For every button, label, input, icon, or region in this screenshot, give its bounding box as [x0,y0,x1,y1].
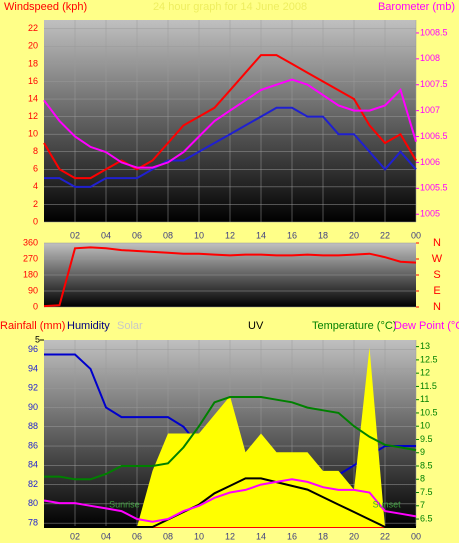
annotation: Sunset [373,499,402,509]
y-tick-label: 2 [33,199,38,209]
x-tick-label: 18 [318,531,328,541]
y2-tick-label: 9 [420,447,425,457]
y-tick-label: 12 [28,111,38,121]
y-axis-title: Windspeed (kph) [4,1,87,13]
legend-label: Solar [117,320,143,332]
y2-tick-label: 7.5 [420,487,433,497]
y-tick-label: 14 [28,93,38,103]
y-tick-label: 96 [28,344,38,354]
y2-tick-label: 10.5 [420,407,438,417]
x-tick-label: 08 [163,531,173,541]
x-tick-label: 06 [132,531,142,541]
annotation: Sunrise [109,499,140,509]
y-tick-label: 80 [28,498,38,508]
y2-axis-title: Barometer (mb) [378,1,455,13]
y-tick-label: 360 [23,237,38,247]
y2-tick-label: 12.5 [420,354,438,364]
y-tick-label: 180 [23,269,38,279]
y-tick-label: 10 [28,129,38,139]
y2-tick-label: 8 [420,474,425,484]
y-tick-label: 22 [28,23,38,33]
legend-label: Humidity [67,320,110,332]
y2-tick-label: 12 [420,368,430,378]
y-tick-label: 92 [28,383,38,393]
y2-tick-label: 1005 [420,209,440,219]
y2-tick-label: 6.5 [420,513,433,523]
y2-tick-label: 1007.5 [420,79,448,89]
y-tick-label: 90 [28,402,38,412]
x-tick-label: 12 [225,230,235,240]
series-line [43,246,417,308]
y-tick-label: 16 [28,76,38,86]
legend-label: Rainfall (mm) [0,320,65,332]
y2-tick-label: S [433,269,440,281]
y-tick-label: 6 [33,164,38,174]
y-tick-label: 270 [23,253,38,263]
y2-tick-label: 11 [420,394,429,404]
x-tick-label: 14 [256,531,266,541]
y2-tick-label: N [433,301,441,313]
y-tick-label: 0 [33,301,38,311]
y2-tick-label: 1007 [420,105,440,115]
x-tick-label: 22 [380,531,390,541]
y2-tick-label: 1006 [420,157,440,167]
x-tick-label: 04 [101,230,111,240]
x-tick-label: 02 [70,230,80,240]
y2-tick-label: 9.5 [420,434,433,444]
x-tick-label: 18 [318,230,328,240]
y2-tick-label: 13 [420,341,430,351]
y-tick-label: 94 [28,363,38,373]
x-tick-label: 20 [349,230,359,240]
series-line [44,396,417,481]
series-line [44,106,417,188]
x-tick-label: 00 [411,230,421,240]
x-tick-label: 16 [287,230,297,240]
y-tick-label: 90 [28,285,38,295]
x-tick-label: 00 [411,531,421,541]
x-tick-label: 06 [132,230,142,240]
y-tick-label: 78 [28,518,38,528]
y2-tick-label: 1005.5 [420,183,448,193]
x-tick-label: 08 [163,230,173,240]
legend-label: UV [248,320,264,332]
x-tick-label: 14 [256,230,266,240]
series-line [43,78,417,169]
y2-tick-label: 11.5 [420,381,437,391]
y-tick-label: 18 [28,58,38,68]
series-line [43,54,417,180]
y-tick-label: 84 [28,460,38,470]
x-tick-label: 04 [101,531,111,541]
y2-tick-label: 1008.5 [420,27,448,37]
y2-tick-label: 7 [420,500,425,510]
y2-tick-label: 8.5 [420,460,433,470]
y2-tick-label: 1006.5 [420,131,448,141]
x-tick-label: 10 [194,230,204,240]
x-tick-label: 02 [70,531,80,541]
y2-tick-label: W [432,253,443,265]
x-tick-label: 10 [194,531,204,541]
y-tick-label: 86 [28,440,38,450]
y-tick-label: 20 [28,41,38,51]
y-tick-label: 8 [33,146,38,156]
y-tick-label: 0 [33,216,38,226]
y2-tick-label: N [433,237,441,249]
x-tick-label: 20 [349,531,359,541]
series-line [44,477,416,528]
legend-label: Dew Point (°C) [394,320,459,332]
x-tick-label: 16 [287,531,297,541]
y2-tick-label: E [433,285,440,297]
y2-tick-label: 1008 [420,53,440,63]
x-tick-label: 12 [225,531,235,541]
chart-title: 24 hour graph for 14 June 2008 [153,1,307,13]
legend-label: Temperature (°C) [312,320,396,332]
y-tick-label: 4 [33,181,38,191]
x-tick-label: 22 [380,230,390,240]
series-line [43,478,417,523]
y-tick-label: 82 [28,479,38,489]
y-tick-label: 88 [28,421,38,431]
y3-tick-label: 5 [35,334,40,344]
y2-tick-label: 10 [420,421,430,431]
series-area [44,347,416,527]
